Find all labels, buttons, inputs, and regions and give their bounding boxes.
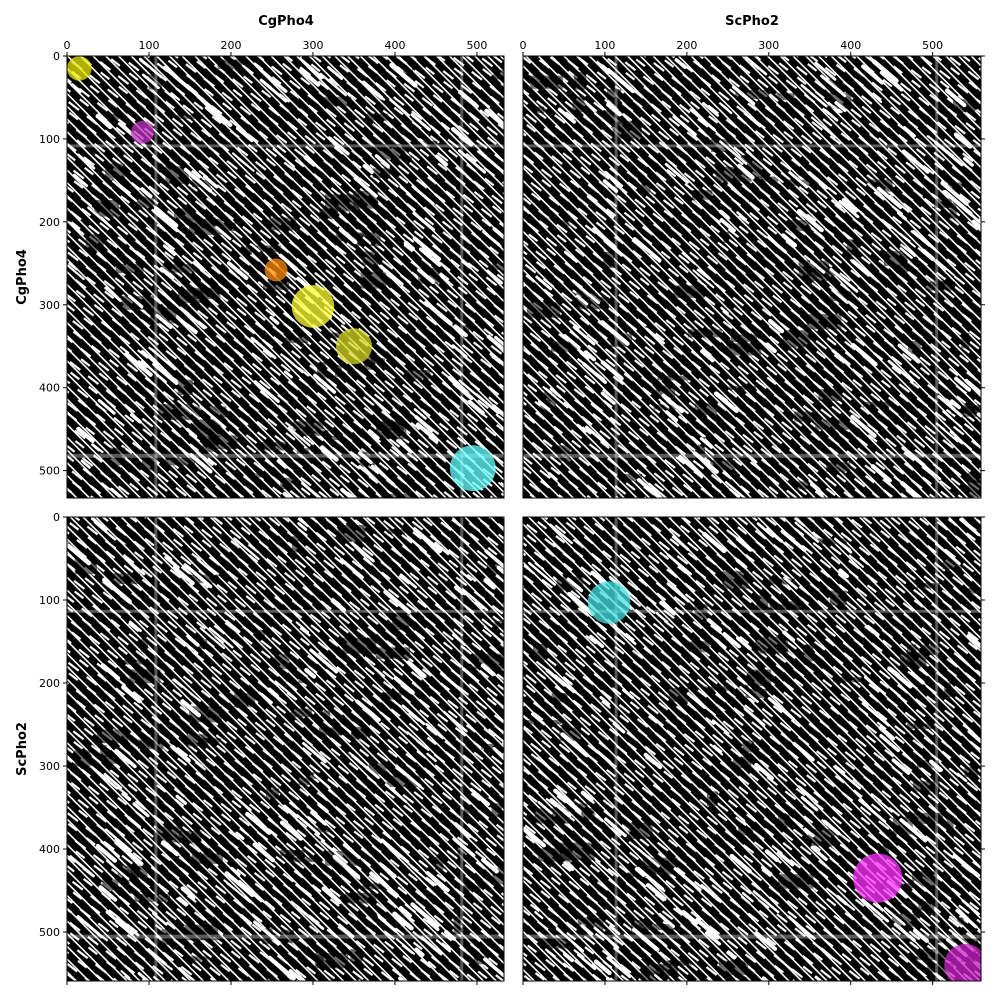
row-label-cgpho4: CgPho4: [15, 249, 30, 305]
y-tick-label: 200: [39, 216, 60, 229]
x-tick-label: 500: [922, 39, 943, 52]
y-tick-label: 100: [39, 133, 60, 146]
y-tick-label: 200: [39, 677, 60, 690]
panel-scpho2-vs-cgpho4: 0 100 200 300 400 500: [39, 511, 505, 985]
column-label-cgpho4: CgPho4: [258, 14, 314, 29]
x-tick-label: 100: [594, 39, 615, 52]
y-tick-label: 500: [39, 926, 60, 939]
x-tick-label: 0: [520, 39, 527, 52]
row-label-scpho2: ScPho2: [15, 722, 30, 776]
y-tick-label: 300: [39, 299, 60, 312]
y-tick-label: 300: [39, 760, 60, 773]
x-tick-label: 100: [138, 39, 159, 52]
panel-grid: 0 100 200 300 400 500 0 100 200 300 400 500 0 100 200 3…: [39, 39, 985, 985]
x-tick-label: 400: [840, 39, 861, 52]
y-tick-label: 400: [39, 382, 60, 395]
y-tick-label: 100: [39, 594, 60, 607]
x-tick-label: 500: [466, 39, 487, 52]
highlight-region-6: [449, 445, 496, 492]
highlight-region-2: [130, 120, 154, 144]
x-tick-label: 200: [676, 39, 697, 52]
highlight-region-1: [587, 581, 631, 624]
highlight-region-1: [67, 56, 92, 81]
panel-scpho2-vs-scpho2: [522, 516, 985, 985]
highlight-region-3: [944, 943, 981, 981]
x-tick-label: 0: [64, 39, 71, 52]
panel-cgpho4-vs-scpho2: 0 100 200 300 400 500: [520, 39, 985, 499]
panel-cgpho4-vs-cgpho4: 0 100 200 300 400 500 0 100 200 300 400 500: [39, 39, 505, 499]
highlight-region-2: [853, 853, 903, 903]
y-tick-label: 0: [53, 511, 60, 524]
highlight-region-4: [291, 285, 335, 328]
x-tick-label: 300: [302, 39, 323, 52]
x-tick-label: 400: [384, 39, 405, 52]
y-tick-label: 400: [39, 843, 60, 856]
highlight-region-3: [264, 258, 288, 282]
y-tick-label: 0: [53, 50, 60, 63]
column-label-scpho2: ScPho2: [725, 14, 779, 29]
y-tick-label: 500: [39, 465, 60, 478]
x-tick-label: 300: [758, 39, 779, 52]
x-tick-label: 200: [220, 39, 241, 52]
highlight-region-5: [335, 328, 372, 365]
